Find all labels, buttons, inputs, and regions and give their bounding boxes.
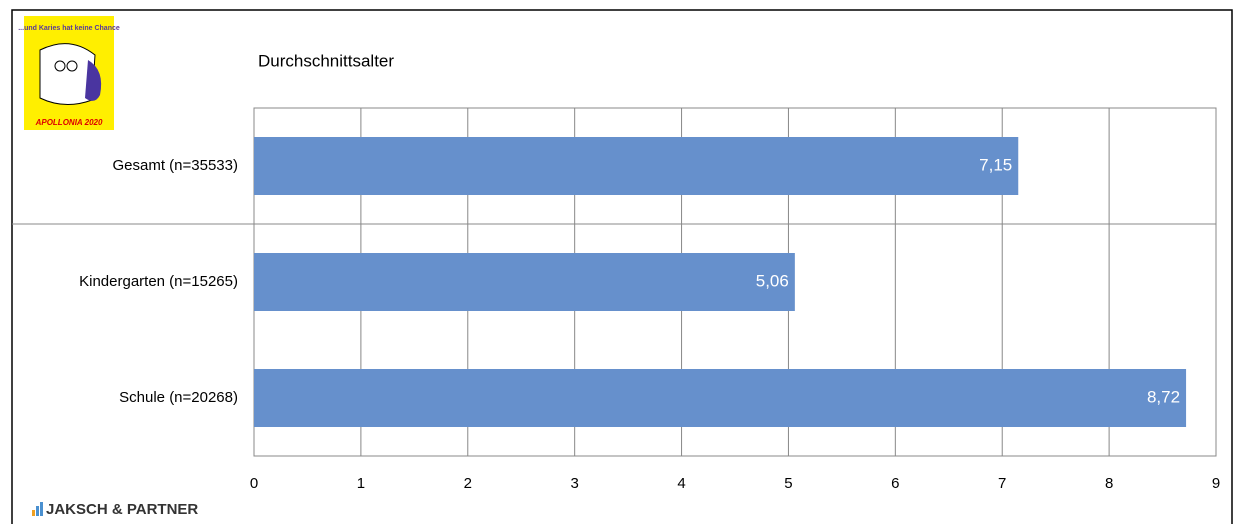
logo-name: APOLLONIA 2020 (35, 118, 103, 127)
logo-slogan: ...und Karies hat keine Chance (18, 25, 120, 32)
x-tick-label: 0 (250, 475, 258, 492)
y-tick-label: Kindergarten (n=15265) (79, 273, 238, 290)
y-tick-label: Gesamt (n=35533) (113, 157, 239, 174)
x-tick-label: 3 (570, 475, 578, 492)
logo-eye (66, 60, 78, 72)
value-label: 5,06 (756, 271, 789, 290)
x-tick-label: 2 (464, 475, 472, 492)
logo-bar (40, 502, 43, 516)
value-label: 8,72 (1147, 387, 1180, 406)
value-label: 7,15 (979, 155, 1012, 174)
footer-logo: JAKSCH & PARTNER (32, 501, 198, 518)
bar (254, 369, 1187, 427)
x-tick-label: 1 (357, 475, 365, 492)
x-tick-label: 7 (998, 475, 1006, 492)
logo-arm (85, 60, 102, 101)
chart-title: Durchschnittsalter (258, 51, 394, 70)
x-tick-label: 4 (677, 475, 685, 492)
x-tick-label: 6 (891, 475, 899, 492)
y-tick-label: Schule (n=20268) (119, 389, 238, 406)
x-tick-label: 9 (1212, 475, 1220, 492)
x-tick-label: 8 (1105, 475, 1113, 492)
x-tick-label: 5 (784, 475, 792, 492)
logo-eye (54, 60, 66, 72)
logo: ...und Karies hat keine Chance APOLLONIA… (18, 16, 120, 130)
bar (254, 253, 795, 311)
logo-bar (36, 506, 39, 516)
bar (254, 137, 1019, 195)
frame (11, 9, 1233, 524)
logo-bar (32, 510, 35, 516)
footer-brand: JAKSCH & PARTNER (46, 501, 198, 518)
